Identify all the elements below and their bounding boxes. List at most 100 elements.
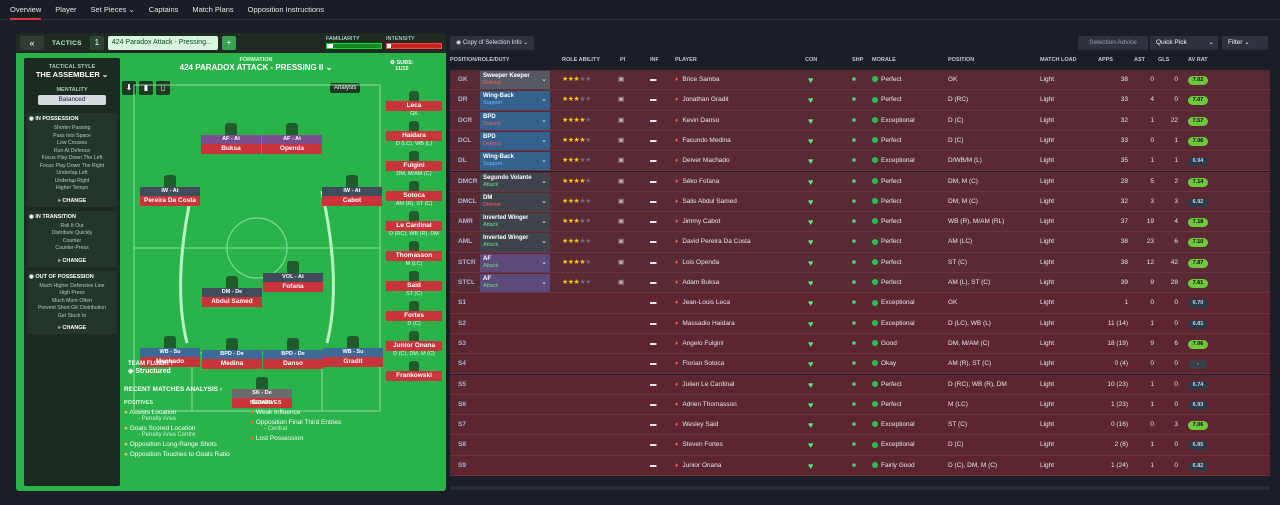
pitch-player[interactable]: WB - Su Gradit bbox=[323, 336, 383, 367]
substitute-card[interactable]: Thomasson M (LC) bbox=[386, 241, 442, 268]
column-header[interactable]: ROLE ABILITY bbox=[562, 57, 600, 63]
pitch-player[interactable]: VOL - At Fofana bbox=[263, 261, 323, 292]
player-cell[interactable]: ♦ Steven Fortes bbox=[675, 435, 795, 455]
analysis-title[interactable]: RECENT MATCHES ANALYSIS › bbox=[124, 386, 223, 393]
role-duty-selector[interactable]: Wing-Back Support ⌄ bbox=[480, 152, 550, 171]
formation-selector[interactable]: 424 PARADOX ATTACK - PRESSING II ⌄ bbox=[156, 63, 356, 72]
column-header[interactable]: INF bbox=[650, 57, 659, 63]
table-row[interactable]: DMCR Segundo Volante Attack ⌄ ★★★★★ ▣ ▬ ♦ Séko F… bbox=[450, 171, 1270, 192]
tab-player[interactable]: Player bbox=[55, 4, 77, 14]
table-row[interactable]: DR Wing-Back Support ⌄ ★★★★★ ▣ ▬ ♦ Jonathan Grad… bbox=[450, 90, 1270, 111]
column-header[interactable]: MORALE bbox=[872, 57, 896, 63]
collapse-button[interactable]: « bbox=[20, 36, 44, 50]
pitch-player[interactable]: IW - At Cabot bbox=[322, 175, 382, 206]
player-cell[interactable]: ♦ Adam Buksa bbox=[675, 273, 795, 293]
column-header[interactable]: AV RAT bbox=[1188, 57, 1208, 63]
player-cell[interactable]: ♦ Kevin Danso bbox=[675, 111, 795, 131]
table-row[interactable]: DL Wing-Back Support ⌄ ★★★★★ ▣ ▬ ♦ Deiver Machad… bbox=[450, 151, 1270, 172]
pitch-player[interactable]: AF - At Buksa bbox=[201, 123, 261, 154]
player-cell[interactable]: ♦ Deiver Machado bbox=[675, 151, 795, 171]
player-cell[interactable]: ♦ Julien Le Cardinal bbox=[675, 375, 795, 395]
player-cell[interactable]: ♦ Brice Samba bbox=[675, 70, 795, 90]
in-possession-change-button[interactable]: » CHANGE bbox=[57, 197, 87, 204]
role-duty-selector[interactable]: BPD Defend ⌄ bbox=[480, 111, 550, 130]
tab-captains[interactable]: Captains bbox=[148, 4, 179, 14]
player-cell[interactable]: ♦ Facundo Medina bbox=[675, 131, 795, 151]
table-row[interactable]: DCR BPD Defend ⌄ ★★★★★ ▣ ▬ ♦ Kevin Danso ♥ ■ Except… bbox=[450, 110, 1270, 131]
player-cell[interactable]: ♦ Séko Fofana bbox=[675, 172, 795, 192]
player-cell[interactable]: ♦ Massadio Haidara bbox=[675, 314, 795, 334]
table-row[interactable]: S1 ▬ ♦ Jean-Louis Leca ♥ ■ Exceptional GK Light 1… bbox=[450, 293, 1270, 314]
table-row[interactable]: STCL AF Attack ⌄ ★★★★★ ▣ ▬ ♦ Adam Buksa ♥ ■ Perfect… bbox=[450, 273, 1270, 294]
player-cell[interactable]: ♦ Wesley Said bbox=[675, 415, 795, 435]
analysis-button[interactable]: Analysis bbox=[330, 83, 361, 93]
tab-match-plans[interactable]: Match Plans bbox=[192, 4, 234, 14]
player-instructions-icon[interactable]: ▣ bbox=[618, 238, 625, 246]
player-instructions-icon[interactable]: ▣ bbox=[618, 157, 625, 165]
column-header[interactable]: PLAYER bbox=[675, 57, 697, 63]
tab-overview[interactable]: Overview bbox=[10, 0, 42, 20]
player-instructions-icon[interactable]: ▣ bbox=[618, 279, 625, 286]
column-header[interactable]: SHP bbox=[852, 57, 864, 63]
table-row[interactable]: AML Inverted Winger Attack ⌄ ★★★★★ ▣ ▬ ♦ David P… bbox=[450, 232, 1270, 253]
pitch-player[interactable]: DM - De Abdul Samed bbox=[202, 276, 262, 307]
player-cell[interactable]: ♦ Lois Openda bbox=[675, 253, 795, 273]
table-row[interactable]: S4 ▬ ♦ Florian Sotoca ♥ ■ Okay AM (R), ST (C) Li… bbox=[450, 354, 1270, 375]
table-row[interactable]: S5 ▬ ♦ Julien Le Cardinal ♥ ■ Perfect D (RC), W… bbox=[450, 374, 1270, 395]
horizontal-scrollbar[interactable] bbox=[450, 486, 1270, 490]
substitute-card[interactable]: Fortes D (C) bbox=[386, 301, 442, 328]
tactical-style-value[interactable]: THE ASSEMBLER ⌄ bbox=[24, 70, 120, 79]
download-icon[interactable]: ⬇ bbox=[122, 81, 136, 95]
role-duty-selector[interactable]: Segundo Volante Attack ⌄ bbox=[480, 172, 550, 191]
pitch-player[interactable]: BPD - De Medina bbox=[202, 338, 262, 369]
player-cell[interactable]: ♦ Jonathan Gradit bbox=[675, 90, 795, 110]
pitch-player[interactable]: AF - At Openda bbox=[262, 123, 322, 154]
table-row[interactable]: STCR AF Attack ⌄ ★★★★★ ▣ ▬ ♦ Lois Openda ♥ ■ Perfec… bbox=[450, 252, 1270, 273]
tab-opposition-instructions[interactable]: Opposition Instructions bbox=[247, 4, 324, 14]
column-header[interactable]: APPS bbox=[1098, 57, 1113, 63]
role-duty-selector[interactable]: DM Defend ⌄ bbox=[480, 192, 550, 212]
player-cell[interactable]: ♦ David Pereira Da Costa bbox=[675, 232, 795, 252]
column-header[interactable]: POSITION bbox=[948, 57, 975, 63]
role-duty-selector[interactable]: Inverted Winger Attack ⌄ bbox=[480, 213, 550, 232]
table-row[interactable]: S9 ▬ ♦ Junior Onana ♥ ■ Fairly Good D (C), DM, … bbox=[450, 455, 1270, 476]
in-transition-change-button[interactable]: » CHANGE bbox=[57, 257, 87, 264]
substitute-card[interactable]: Sotoca AM (R), ST (C) bbox=[386, 181, 442, 208]
add-tactic-button[interactable]: + bbox=[221, 36, 236, 50]
filter-button[interactable]: Filter ⌄ bbox=[1222, 36, 1268, 50]
player-cell[interactable]: ♦ Salis Abdul Samed bbox=[675, 192, 795, 212]
tactic-selector[interactable]: 424 Paradox Attack - Pressing... bbox=[107, 36, 218, 50]
table-row[interactable]: DMCL DM Defend ⌄ ★★★★★ ▣ ▬ ♦ Salis Abdul Samed ♥ ■… bbox=[450, 191, 1270, 213]
player-instructions-icon[interactable]: ▣ bbox=[618, 177, 625, 185]
out-of-possession-change-button[interactable]: » CHANGE bbox=[57, 325, 87, 331]
copy-selection-info-button[interactable]: ◉ Copy of Selection Info ⌄ bbox=[450, 36, 535, 50]
substitute-card[interactable]: Junior Onana D (C), DM, M (C) bbox=[386, 331, 442, 358]
substitute-card[interactable]: Leca GK bbox=[386, 91, 442, 118]
pitch-player[interactable]: IW - At Pereira Da Costa bbox=[140, 175, 200, 206]
role-duty-selector[interactable]: Wing-Back Support ⌄ bbox=[480, 91, 550, 110]
substitute-card[interactable]: Le Cardinal D (RC), WB (R), DM bbox=[386, 211, 442, 238]
player-instructions-icon[interactable]: ▣ bbox=[618, 218, 625, 226]
table-row[interactable]: S8 ▬ ♦ Steven Fortes ♥ ■ Exceptional D (C) Light… bbox=[450, 435, 1270, 456]
tab-set-pieces[interactable]: Set Pieces ⌄ bbox=[91, 0, 135, 20]
pitch-player[interactable]: BPD - De Danso bbox=[263, 338, 323, 369]
table-row[interactable]: S7 ▬ ♦ Wesley Said ♥ ■ Exceptional ST (C) Light 0… bbox=[450, 415, 1270, 436]
selection-advice-button[interactable]: Selection Advice bbox=[1078, 36, 1148, 50]
role-duty-selector[interactable]: Sweeper Keeper Defend ⌄ bbox=[480, 71, 550, 90]
pitch-player[interactable]: SK - De Samba bbox=[232, 377, 292, 408]
player-instructions-icon[interactable]: ▣ bbox=[618, 96, 625, 104]
column-header[interactable]: CON bbox=[805, 57, 818, 63]
table-row[interactable]: DCL BPD Defend ⌄ ★★★★★ ▣ ▬ ♦ Facundo Medina ♥ ■ Per… bbox=[450, 130, 1270, 152]
player-instructions-icon[interactable]: ▣ bbox=[618, 136, 625, 144]
column-header[interactable]: POSITION/ROLE/DUTY bbox=[450, 57, 510, 63]
table-row[interactable]: S6 ▬ ♦ Adrien Thomasson ♥ ■ Perfect M (LC) Light… bbox=[450, 394, 1270, 416]
player-cell[interactable]: ♦ Adrien Thomasson bbox=[675, 395, 795, 415]
tactic-slot-number[interactable]: 1 bbox=[89, 36, 104, 50]
table-row[interactable]: AMR Inverted Winger Attack ⌄ ★★★★★ ▣ ▬ ♦ Jimmy C… bbox=[450, 212, 1270, 233]
substitute-card[interactable]: Haidara D (LC), WB (L) bbox=[386, 121, 442, 148]
table-row[interactable]: S2 ▬ ♦ Massadio Haidara ♥ ■ Exceptional D (LC),… bbox=[450, 313, 1270, 334]
quick-pick-button[interactable]: Quick Pick ⌄ bbox=[1150, 36, 1218, 50]
substitute-card[interactable]: Said ST (C) bbox=[386, 271, 442, 298]
table-row[interactable]: GK Sweeper Keeper Defend ⌄ ★★★★★ ▣ ▬ ♦ Brice Sam… bbox=[450, 70, 1270, 91]
column-header[interactable]: MATCH LOAD bbox=[1040, 57, 1077, 63]
